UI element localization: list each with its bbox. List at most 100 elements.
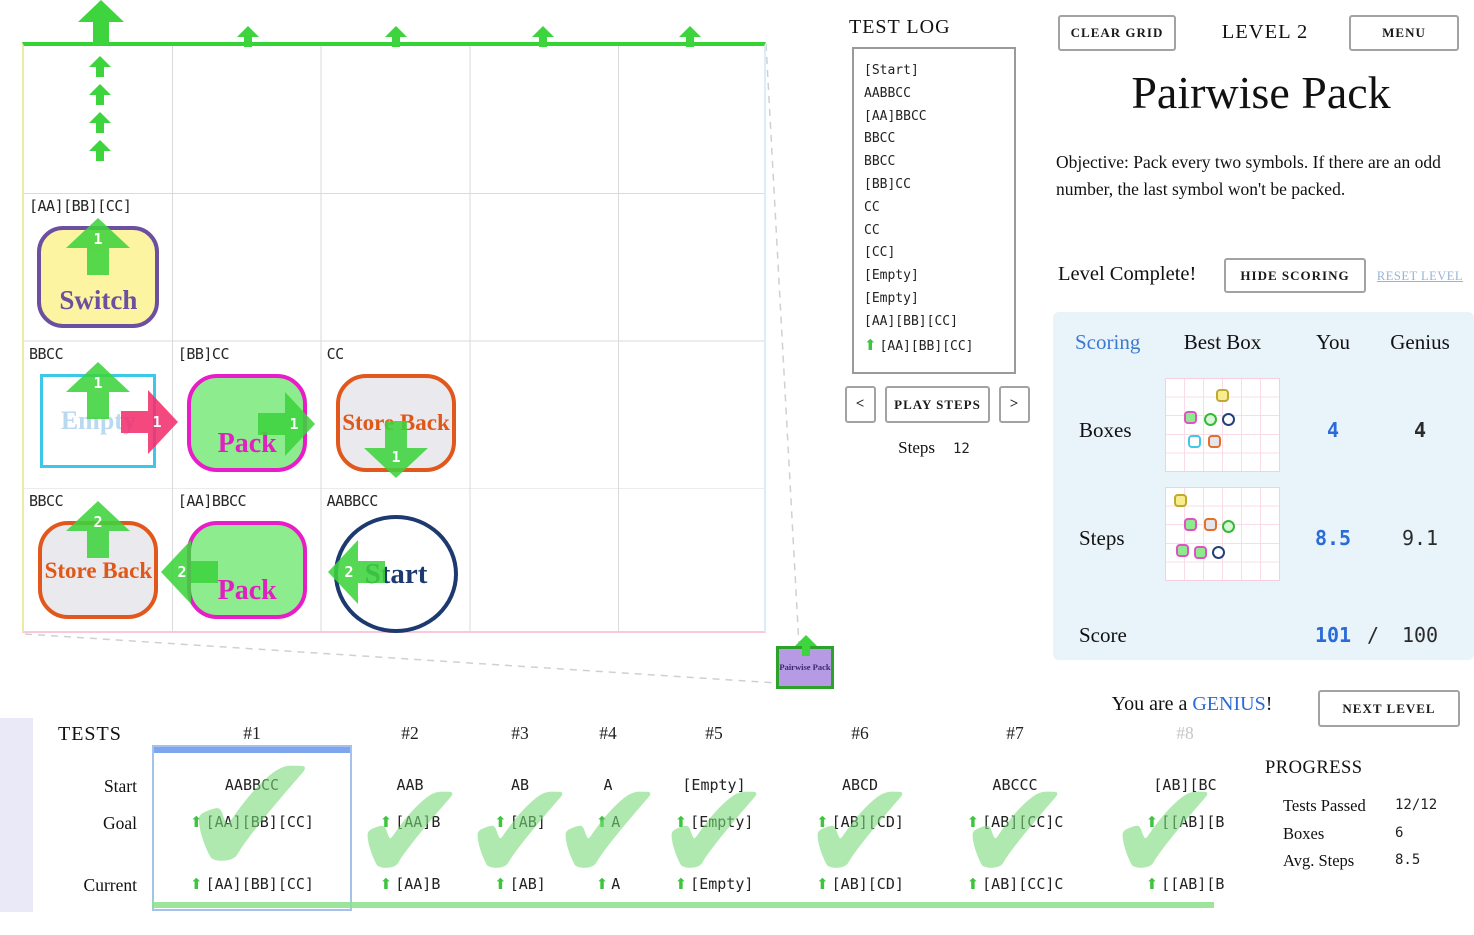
- hide-scoring-button[interactable]: HIDE SCORING: [1224, 258, 1366, 293]
- clear-grid-button[interactable]: CLEAR GRID: [1058, 15, 1176, 51]
- test-column-6[interactable]: #6 ABCD ⬆ [AB][CD] ⬆ [AB][CD]: [785, 715, 935, 915]
- arrow-step-number: 1: [391, 447, 401, 466]
- level-minimap[interactable]: Pairwise Pack: [776, 635, 834, 689]
- grid-cell-storeback[interactable]: CC Store Back 1: [322, 342, 471, 490]
- grid-cell-start[interactable]: AABBCC Start 2: [322, 489, 471, 637]
- reset-level-link[interactable]: RESET LEVEL: [1376, 269, 1464, 283]
- menu-button[interactable]: MENU: [1349, 15, 1459, 51]
- progress-row: Boxes 6: [1283, 824, 1404, 843]
- direction-arrow-right[interactable]: 1: [255, 391, 315, 456]
- scoring-panel: Scoring Best Box You Genius Boxes 4 4 St…: [1053, 312, 1474, 660]
- log-entry: [BB]CC: [864, 176, 911, 192]
- direction-arrow-left[interactable]: 2: [327, 540, 388, 605]
- steps-you-value: 8.5: [1314, 526, 1352, 550]
- log-entry: [Empty]: [864, 268, 919, 284]
- log-entry-final: ⬆ [AA][BB][CC]: [864, 335, 974, 354]
- direction-arrow-up[interactable]: 1: [66, 361, 130, 422]
- tests-label: TESTS: [58, 723, 122, 745]
- log-entry: [AA][BB][CC]: [864, 313, 958, 329]
- test-id: #1: [243, 723, 261, 743]
- pack-node[interactable]: Pack: [187, 373, 308, 472]
- test-current-value: ⬆ A: [595, 875, 621, 893]
- selected-test-topbar: [154, 747, 350, 753]
- test-column-8[interactable]: #8 [AB][BC ⬆ [[AB][B ⬆ [[AB][B: [1110, 715, 1260, 915]
- test-column-2[interactable]: #2 AAB ⬆ [AA]B ⬆ [AA]B: [345, 715, 475, 915]
- steps-value: 12: [952, 441, 970, 457]
- direction-arrow-down[interactable]: 1: [363, 418, 428, 478]
- up-arrow-icon: ⬆: [1145, 875, 1159, 893]
- test-column-7[interactable]: #7 ABCCC ⬆ [AB][CC]C ⬆ [AB][CC]C: [935, 715, 1095, 915]
- steps-thumbnail: [1165, 487, 1280, 581]
- minimap-title: Pairwise Pack: [779, 662, 831, 672]
- test-column-1[interactable]: #1 AABBCC ⬆ [AA][BB][CC] ⬆ [AA][BB][CC]: [152, 715, 352, 915]
- score-you-value: 101: [1314, 623, 1352, 647]
- test-column-4[interactable]: #4 A ⬆ A ⬆ A: [563, 715, 653, 915]
- grid-cell-switch[interactable]: [AA][BB][CC] Switch 1: [24, 194, 173, 342]
- exit-arrow-icon: [78, 0, 124, 46]
- up-arrow-icon: ⬆: [864, 335, 877, 354]
- test-id: #4: [599, 723, 617, 743]
- test-log-title: TEST LOG: [849, 16, 951, 38]
- direction-arrow-right-pink[interactable]: 1: [118, 389, 178, 454]
- best-box-header: Best Box: [1183, 330, 1262, 354]
- direction-arrow-left[interactable]: 2: [160, 540, 221, 605]
- direction-arrow-up[interactable]: 2: [66, 501, 130, 561]
- grid-cell-pack[interactable]: [AA]BBCC Pack 2: [160, 489, 322, 637]
- test-current-value: ⬆ [AA]B: [379, 875, 441, 893]
- arrow-step-number: 1: [93, 373, 103, 392]
- next-level-button[interactable]: NEXT LEVEL: [1318, 690, 1460, 727]
- cell-queue-label: [BB]CC: [177, 344, 230, 363]
- test-goal-value: ⬆ [Empty]: [674, 813, 754, 831]
- up-arrow-icon: ⬆: [966, 875, 980, 893]
- puzzle-grid[interactable]: [AA][BB][CC] Switch 1 BBCC Empty 1 1 [BB…: [22, 0, 766, 634]
- test-start-value: AABBCC: [224, 776, 280, 794]
- node-label: Store Back: [44, 557, 153, 583]
- log-entry: BBCC: [864, 131, 896, 147]
- direction-arrow-up[interactable]: 1: [66, 217, 130, 278]
- path-arrow-icon: [89, 112, 111, 134]
- test-current-value: ⬆ [AB][CC]C: [966, 875, 1064, 893]
- up-arrow-icon: ⬆: [379, 875, 393, 893]
- test-id: #2: [401, 723, 419, 743]
- path-arrow-icon: [89, 84, 111, 106]
- test-column-5[interactable]: #5 [Empty] ⬆ [Empty] ⬆ [Empty]: [649, 715, 779, 915]
- objective-text: Objective: Pack every two symbols. If th…: [1056, 152, 1441, 199]
- log-entry: AABBCC: [864, 85, 911, 101]
- up-arrow-icon: ⬆: [816, 875, 829, 893]
- cell-queue-label: [AA][BB][CC]: [29, 196, 132, 215]
- test-goal-value: ⬆ [[AB][B: [1145, 813, 1225, 831]
- start-node[interactable]: Start: [333, 515, 458, 634]
- score-max-value: 100: [1401, 623, 1439, 647]
- steps-genius-value: 9.1: [1401, 526, 1439, 550]
- test-start-value: [Empty]: [682, 776, 746, 794]
- grid-cell-pack[interactable]: [BB]CC Pack 1: [173, 342, 322, 490]
- steps-row-label: Steps: [1079, 526, 1125, 550]
- test-current-value: ⬆ [Empty]: [674, 875, 754, 893]
- test-column-3[interactable]: #3 AB ⬆ [AB] ⬆ [AB]: [465, 715, 575, 915]
- start-row-label: Start: [103, 776, 137, 796]
- cell-queue-label: AABBCC: [326, 492, 379, 511]
- boxes-genius-value: 4: [1413, 418, 1427, 442]
- up-arrow-icon: ⬆: [595, 813, 609, 831]
- log-entry: CC: [864, 222, 880, 238]
- grid-cell-empty[interactable]: BBCC Empty 1 1: [24, 342, 178, 490]
- test-goal-value: ⬆ [AB][CC]C: [966, 813, 1064, 831]
- up-arrow-icon: ⬆: [494, 875, 507, 893]
- progress-row: Tests Passed 12/12: [1283, 796, 1438, 815]
- grid-cell-storeback[interactable]: BBCC Store Back 2: [24, 489, 173, 637]
- boxes-you-value: 4: [1326, 418, 1340, 442]
- arrow-step-number: 1: [289, 414, 299, 433]
- cell-queue-label: BBCC: [29, 492, 64, 511]
- test-current-value: ⬆ [AB]: [494, 875, 546, 893]
- log-entry: [Start]: [864, 63, 919, 78]
- score-separator: /: [1366, 623, 1380, 647]
- play-steps-button[interactable]: PLAY STEPS: [885, 386, 990, 423]
- step-next-button[interactable]: >: [999, 386, 1030, 423]
- selected-test-frame: [152, 745, 352, 911]
- up-arrow-icon: ⬆: [674, 813, 688, 831]
- test-id: #3: [511, 723, 529, 743]
- step-prev-button[interactable]: <: [845, 386, 876, 423]
- up-arrow-icon: ⬆: [595, 875, 609, 893]
- genius-header: Genius: [1390, 330, 1450, 354]
